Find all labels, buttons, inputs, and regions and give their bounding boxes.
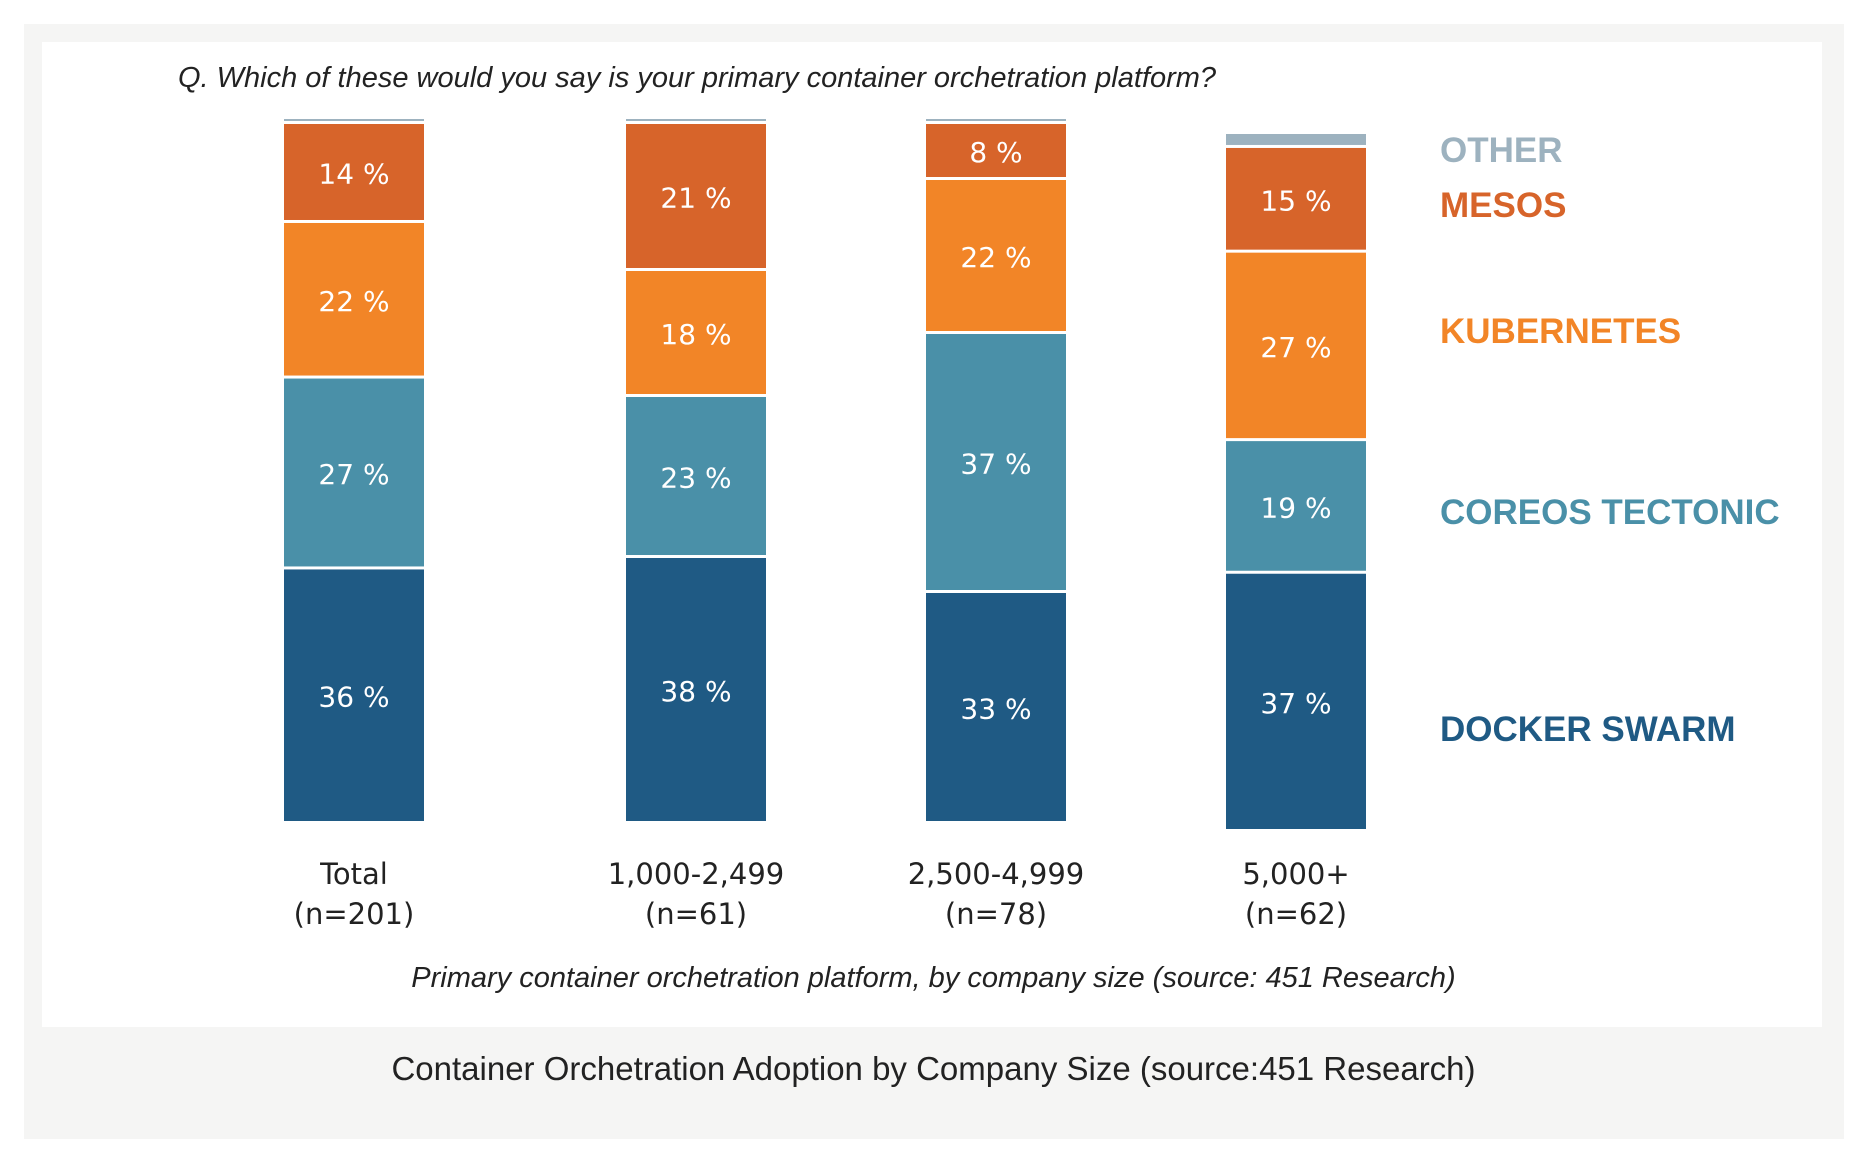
- category-label: 1,000-2,499: [608, 857, 785, 891]
- bar-segment: [284, 378, 424, 567]
- bar-segment: [626, 124, 766, 268]
- bar-segment: [926, 593, 1066, 821]
- bar-segment: [626, 271, 766, 394]
- legend-entry: DOCKER SWARM: [1440, 710, 1736, 749]
- data-label: 27 %: [318, 458, 389, 491]
- category-label: (n=62): [1245, 897, 1347, 931]
- chart-subtitle: Primary container orchetration platform,…: [411, 962, 1456, 994]
- bar-segment: [626, 119, 766, 121]
- data-label: 38 %: [660, 675, 731, 708]
- data-label: 19 %: [1260, 491, 1331, 524]
- category-label: (n=78): [945, 897, 1047, 931]
- bar-segment: [284, 124, 424, 220]
- bar-segment: [926, 119, 1066, 121]
- data-label: 33 %: [960, 693, 1031, 726]
- data-label: 23 %: [660, 462, 731, 495]
- data-label: 36 %: [318, 681, 389, 714]
- category-label: 2,500-4,999: [908, 857, 1085, 891]
- bars-group: 36 % 27 % 22 % 14 % 38 % 23 % 18 % 21 % 33 % 37 %…: [284, 119, 1366, 829]
- bar-segment: [284, 569, 424, 821]
- data-label: 22 %: [318, 285, 389, 318]
- data-label: 22 %: [960, 241, 1031, 274]
- legend: DOCKER SWARM COREOS TECTONIC KUBERNETES MES…: [1440, 131, 1780, 749]
- bar-segment: [1226, 441, 1366, 571]
- legend-entry: COREOS TECTONIC: [1440, 493, 1780, 532]
- category-label: Total: [319, 857, 388, 891]
- bar-segment: [1226, 252, 1366, 439]
- figure-caption: Container Orchetration Adoption by Compa…: [391, 1050, 1476, 1087]
- data-label: 8 %: [969, 136, 1022, 169]
- bar-segment: [626, 558, 766, 821]
- bar-segment: [926, 334, 1066, 590]
- bar-segment: [284, 119, 424, 121]
- legend-entry: MESOS: [1440, 186, 1566, 225]
- data-label: 14 %: [318, 157, 389, 190]
- legend-entry: OTHER: [1440, 131, 1563, 170]
- bar-segment: [1226, 134, 1366, 145]
- data-label: 21 %: [660, 182, 731, 215]
- data-label: 18 %: [660, 318, 731, 351]
- data-label: 27 %: [1260, 331, 1331, 364]
- bar-segment: [1226, 573, 1366, 829]
- category-label: (n=61): [645, 897, 747, 931]
- bar-segment: [926, 124, 1066, 177]
- category-label: (n=201): [294, 897, 415, 931]
- data-label: 37 %: [1260, 687, 1331, 720]
- bar-segment: [1226, 147, 1366, 250]
- bar-segment: [284, 222, 424, 376]
- bar-segment: [626, 397, 766, 555]
- survey-question: Q. Which of these would you say is your …: [178, 62, 1217, 94]
- bar-segment: [926, 180, 1066, 331]
- category-labels-group: Total (n=201) 1,000-2,499 (n=61) 2,500-4,999…: [294, 857, 1350, 931]
- data-label: 15 %: [1260, 184, 1331, 217]
- category-label: 5,000+: [1242, 857, 1349, 891]
- data-label: 37 %: [960, 448, 1031, 481]
- legend-entry: KUBERNETES: [1440, 312, 1681, 351]
